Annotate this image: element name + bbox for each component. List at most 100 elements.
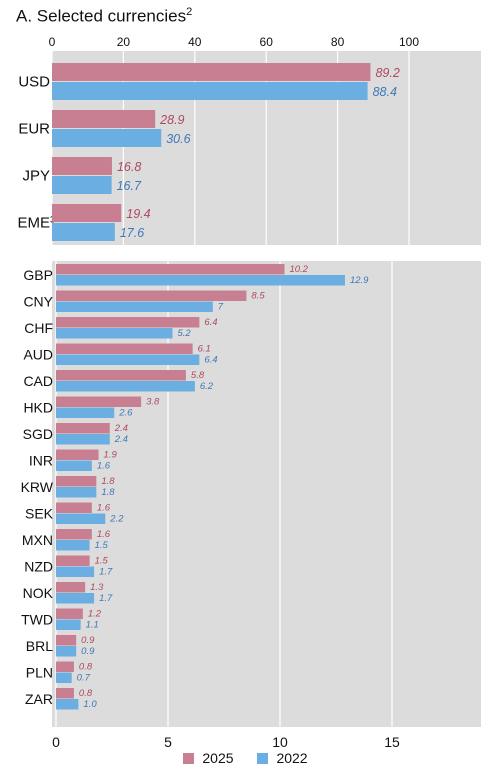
category-label: SGD: [23, 426, 53, 442]
data-label-2025: 1.2: [88, 609, 102, 620]
data-label-2022: 30.6: [166, 132, 190, 146]
bar-2025: [56, 343, 193, 354]
data-label-2022: 1.1: [86, 620, 99, 631]
data-label-2022: 0.9: [81, 646, 95, 657]
category-label: HKD: [23, 399, 53, 415]
bar-2022: [56, 354, 200, 365]
data-label-2022: 12.9: [350, 275, 369, 286]
bar-2025: [56, 396, 142, 407]
data-label-2022: 2.6: [118, 408, 133, 419]
bar-2025: [56, 555, 90, 566]
data-label-2022: 1.0: [83, 699, 97, 710]
data-label-2022: 7: [218, 302, 224, 313]
bar-2025: [56, 661, 74, 672]
data-label-2022: 1.7: [99, 567, 113, 578]
bar-2025: [56, 582, 86, 593]
bar-2022: [56, 540, 90, 551]
data-label-2022: 17.6: [120, 226, 144, 240]
category-label: NZD: [24, 558, 53, 574]
bar-2025: [56, 290, 247, 301]
data-label-2025: 1.6: [97, 529, 111, 540]
category-label: JPY: [22, 168, 50, 185]
bar-2022: [52, 82, 368, 100]
bar-2025: [56, 423, 110, 434]
legend-item-2022: 2022: [257, 750, 308, 766]
bar-2025: [52, 157, 112, 175]
data-label-2025: 28.9: [159, 113, 184, 127]
bar-2022: [56, 301, 213, 312]
category-label: KRW: [21, 479, 54, 495]
bar-2022: [56, 646, 77, 657]
bar-2022: [56, 487, 97, 498]
bar-2022: [56, 460, 92, 471]
bar-2025: [56, 449, 99, 460]
data-label-2022: 1.6: [97, 461, 111, 472]
bar-2025: [56, 688, 74, 699]
data-label-2025: 0.8: [79, 662, 93, 673]
data-label-2025: 6.1: [198, 344, 211, 355]
legend-swatch-2025: [183, 753, 195, 764]
legend-swatch-2022: [257, 753, 269, 764]
bar-2025: [56, 502, 92, 513]
bar-2025: [56, 264, 285, 275]
category-label: GBP: [23, 267, 53, 283]
category-label: TWD: [21, 611, 53, 627]
legend-label-2022: 2022: [276, 750, 308, 766]
bar-2025: [56, 370, 186, 381]
data-label-2025: 0.8: [79, 688, 93, 699]
category-label: CAD: [23, 373, 53, 389]
category-label: NOK: [23, 585, 54, 601]
category-label: PLN: [26, 664, 53, 680]
x-tick-label: 5: [164, 734, 172, 750]
data-label-2022: 1.7: [99, 593, 113, 604]
x-tick-label: 0: [49, 35, 56, 49]
bar-2025: [52, 204, 122, 222]
chart-title: A. Selected currencies2: [16, 6, 192, 27]
data-label-2025: 19.4: [126, 207, 150, 221]
bar-2022: [56, 672, 72, 683]
bar-2025: [56, 317, 200, 328]
data-label-2025: 1.3: [90, 582, 104, 593]
data-label-2025: 6.4: [204, 317, 217, 328]
bar-2022: [52, 176, 112, 194]
x-tick-label: 20: [117, 35, 131, 49]
data-label-2022: 16.7: [117, 179, 142, 193]
data-label-2022: 88.4: [373, 85, 397, 99]
legend: 2025 2022: [0, 750, 491, 766]
x-tick-label: 0: [52, 734, 60, 750]
data-label-2025: 1.6: [97, 503, 111, 514]
bar-2025: [52, 63, 371, 81]
category-label: ZAR: [25, 691, 53, 707]
bar-2022: [52, 129, 162, 147]
x-tick-label: 80: [331, 35, 345, 49]
data-label-2022: 2.4: [114, 434, 128, 445]
data-label-2025: 89.2: [375, 66, 399, 80]
data-label-2022: 5.2: [177, 328, 191, 339]
category-label: USD: [18, 74, 50, 91]
data-label-2022: 6.4: [204, 355, 217, 366]
data-label-2025: 3.8: [146, 397, 160, 408]
bar-2022: [56, 699, 79, 710]
plot-panel-2: [52, 261, 481, 727]
data-label-2025: 1.9: [104, 450, 118, 461]
legend-item-2025: 2025: [183, 750, 234, 766]
category-label: SEK: [25, 505, 54, 521]
bar-2022: [56, 275, 345, 286]
category-label: EME3: [17, 215, 55, 232]
legend-label-2025: 2025: [202, 750, 234, 766]
data-label-2025: 5.8: [191, 370, 205, 381]
category-label: EUR: [18, 121, 50, 138]
category-label: CHF: [24, 320, 53, 336]
data-label-2022: 6.2: [200, 381, 214, 392]
bar-2022: [56, 381, 195, 392]
bar-2022: [56, 407, 115, 418]
data-label-2025: 10.2: [289, 264, 308, 275]
category-label: BRL: [26, 638, 53, 654]
x-tick-label: 10: [272, 734, 288, 750]
bar-2022: [56, 566, 95, 577]
data-label-2025: 1.5: [95, 556, 109, 567]
bar-2022: [56, 328, 173, 339]
category-label: AUD: [23, 346, 53, 362]
bar-2025: [56, 529, 92, 540]
